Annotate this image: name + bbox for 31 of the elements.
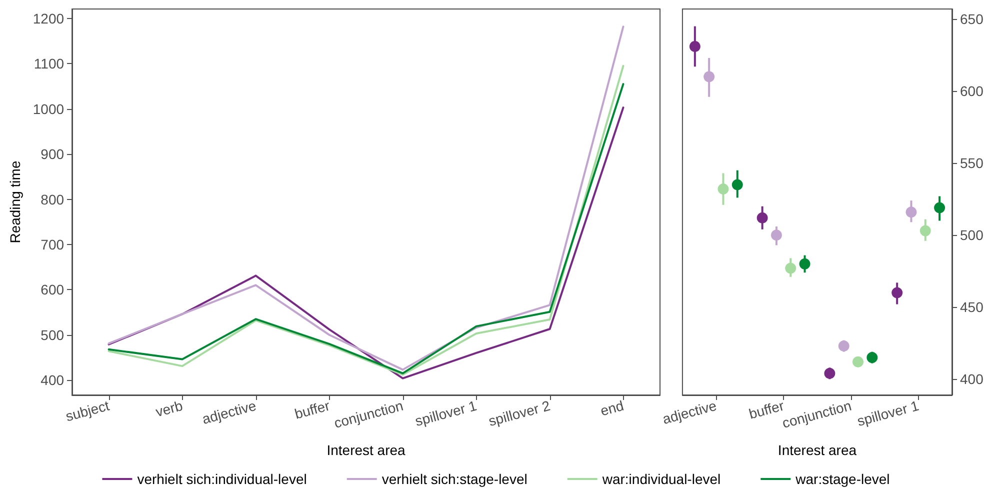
x-tick-label: subject bbox=[64, 397, 111, 424]
legend-label: war:stage-level bbox=[794, 471, 890, 487]
legend-label: verhielt sich:individual-level bbox=[137, 471, 307, 487]
y-tick-label: 450 bbox=[960, 299, 984, 316]
legend-label: verhielt sich:stage-level bbox=[382, 471, 528, 487]
x-tick-label: buffer bbox=[292, 397, 332, 422]
x-axis-title: Interest area bbox=[326, 442, 406, 458]
y-tick-label: 800 bbox=[40, 191, 64, 208]
y-tick-label: 550 bbox=[960, 155, 984, 172]
y-tick-label: 1100 bbox=[34, 56, 64, 72]
x-tick-label: adjective bbox=[200, 397, 258, 428]
x-tick-label: spillover 1 bbox=[855, 397, 921, 430]
y-tick-label: 900 bbox=[40, 146, 64, 162]
y-tick-label: 650 bbox=[960, 11, 984, 28]
legend-label: war:individual-level bbox=[601, 471, 721, 487]
x-axis-title: Interest area bbox=[778, 442, 857, 458]
y-tick-label: 600 bbox=[960, 83, 984, 100]
y-tick-label: 700 bbox=[40, 236, 64, 252]
y-axis-title: Reading time bbox=[7, 160, 23, 244]
y-tick-label: 400 bbox=[960, 371, 984, 388]
y-tick-label: 600 bbox=[40, 282, 64, 298]
y-tick-label: 400 bbox=[40, 372, 64, 388]
x-tick-label: verb bbox=[154, 397, 185, 420]
x-tick-label: adjective bbox=[660, 397, 718, 428]
y-tick-label: 1000 bbox=[32, 100, 64, 117]
x-tick-label: end bbox=[598, 397, 626, 419]
x-tick-label: spillover 1 bbox=[413, 397, 479, 430]
y-tick-label: 500 bbox=[40, 326, 64, 343]
y-tick-label: 500 bbox=[960, 227, 984, 244]
y-tick-label: 1200 bbox=[32, 10, 64, 26]
x-tick-label: spillover 2 bbox=[486, 397, 552, 430]
